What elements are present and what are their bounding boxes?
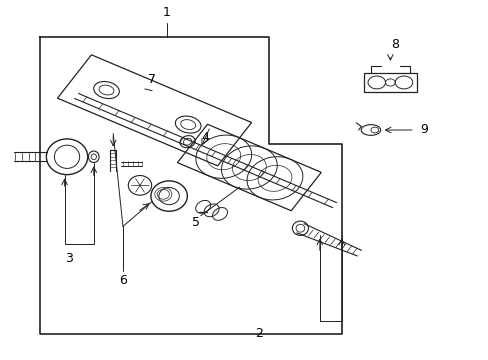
Text: 5: 5: [191, 216, 200, 229]
Text: 2: 2: [255, 327, 263, 340]
Text: 3: 3: [65, 252, 73, 265]
Text: 1: 1: [163, 6, 170, 19]
Text: 8: 8: [390, 38, 398, 51]
Text: 7: 7: [148, 73, 156, 86]
Text: 9: 9: [420, 123, 427, 136]
Text: 6: 6: [119, 274, 126, 287]
Text: 4: 4: [201, 131, 209, 144]
